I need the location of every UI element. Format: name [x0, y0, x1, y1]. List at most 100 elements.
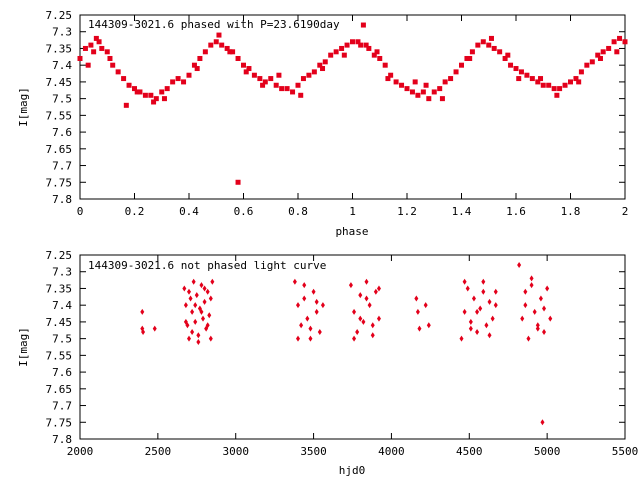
unphased-data-point: [481, 288, 486, 295]
phased-data-point: [219, 42, 225, 48]
phased-data-point: [295, 82, 301, 88]
unphased-data-point: [364, 278, 369, 285]
phased-data-point: [475, 42, 481, 48]
unphased-y-tick-label: 7.55: [46, 349, 73, 362]
phased-data-point: [388, 72, 394, 78]
phased-data-point: [77, 55, 83, 61]
unphased-x-tick-label: 5500: [612, 445, 639, 458]
phased-x-tick-label: 2: [622, 205, 629, 218]
phased-data-point: [355, 39, 361, 45]
phased-data-point: [300, 76, 306, 82]
unphased-x-axis-label: hjd0: [339, 464, 366, 477]
phased-data-point: [328, 52, 334, 58]
phased-data-point: [423, 82, 429, 88]
unphased-data-point: [348, 282, 353, 289]
phased-data-point: [137, 89, 143, 95]
phased-data-point: [614, 49, 620, 55]
unphased-data-point: [471, 295, 476, 302]
phased-y-axis-label: I[mag]: [17, 87, 30, 127]
phased-data-point: [385, 76, 391, 82]
unphased-data-point: [526, 335, 531, 342]
phased-data-point: [595, 52, 601, 58]
unphased-y-tick-label: 7.65: [46, 383, 73, 396]
phased-data-point: [535, 79, 541, 85]
phased-data-point: [415, 92, 421, 98]
phased-data-point: [518, 69, 524, 75]
unphased-data-point: [478, 305, 483, 312]
unphased-data-point: [414, 295, 419, 302]
unphased-data-point: [183, 302, 188, 309]
phased-data-point: [115, 69, 121, 75]
phased-data-point: [439, 96, 445, 102]
unphased-data-point: [484, 322, 489, 329]
phased-y-tick-label: 7.5: [52, 93, 72, 106]
phased-y-tick-label: 7.25: [46, 9, 73, 22]
unphased-data-point: [376, 285, 381, 292]
unphased-data-point: [545, 285, 550, 292]
phased-x-tick-label: 0.4: [179, 205, 199, 218]
phased-data-point: [99, 45, 105, 51]
phased-data-point: [82, 45, 88, 51]
phased-data-point: [107, 55, 113, 61]
phased-y-tick-label: 7.45: [46, 76, 73, 89]
phased-data-point: [453, 69, 459, 75]
unphased-data-point: [475, 308, 480, 315]
unphased-data-point: [201, 315, 206, 322]
phased-data-point: [360, 22, 366, 28]
phased-data-point: [459, 62, 464, 68]
phased-data-point: [508, 62, 514, 68]
unphased-data-point: [465, 285, 470, 292]
phased-data-point: [224, 45, 230, 51]
unphased-y-tick-label: 7.5: [52, 333, 72, 346]
unphased-y-tick-label: 7.45: [46, 316, 73, 329]
unphased-y-tick-label: 7.7: [52, 400, 72, 413]
phased-y-tick-label: 7.55: [46, 109, 73, 122]
phased-data-point: [151, 99, 157, 105]
unphased-data-point: [355, 328, 360, 335]
unphased-y-tick-label: 7.25: [46, 249, 73, 262]
unphased-data-point: [490, 315, 495, 322]
unphased-data-point: [208, 335, 213, 342]
unphased-plot-frame: [79, 254, 626, 440]
phased-data-point: [554, 92, 560, 98]
phased-data-point: [243, 69, 249, 75]
unphased-data-point: [468, 318, 473, 325]
phased-data-point: [371, 52, 377, 58]
unphased-x-ticks: 2000 2500 3000 3500 4000 4500 5000 5500: [67, 255, 639, 458]
unphased-data-point: [205, 288, 210, 295]
phased-data-point: [374, 49, 380, 55]
phased-data-point: [230, 49, 236, 55]
unphased-data-point: [523, 288, 528, 295]
phased-x-axis-label: phase: [335, 225, 368, 238]
phased-data-point: [546, 82, 552, 88]
unphased-data-point: [152, 325, 157, 332]
unphased-data-point: [190, 308, 195, 315]
unphased-x-tick-label: 3500: [300, 445, 327, 458]
unphased-data-point: [317, 328, 322, 335]
unphased-data-point: [517, 262, 522, 269]
phased-data-point: [611, 39, 617, 45]
phased-data-point: [197, 55, 203, 61]
phased-x-tick-label: 0.8: [288, 205, 308, 218]
unphased-data-point: [187, 335, 191, 342]
phased-data-point: [246, 66, 252, 72]
unphased-data-point: [311, 288, 316, 295]
unphased-y-tick-label: 7.4: [52, 299, 72, 312]
phased-data-point: [576, 79, 582, 85]
unphased-data-point: [370, 322, 375, 329]
unphased-data-point: [140, 308, 145, 315]
unphased-data-point: [540, 419, 545, 426]
phased-y-tick-label: 7.65: [46, 143, 73, 156]
unphased-data-point: [308, 335, 313, 342]
phased-data-point: [260, 82, 266, 88]
phased-y-tick-label: 7.3: [52, 26, 72, 39]
phased-data-point: [134, 89, 140, 95]
phased-data-point: [516, 76, 522, 82]
phased-data-point: [431, 89, 437, 95]
phased-data-point: [121, 76, 127, 82]
phased-data-point: [322, 59, 328, 65]
unphased-x-tick-label: 2000: [67, 445, 94, 458]
phased-data-point: [268, 76, 274, 82]
phased-data-point: [126, 82, 132, 88]
phased-data-point: [153, 96, 159, 102]
